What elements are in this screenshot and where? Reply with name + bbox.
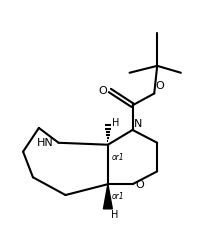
Text: N: N: [134, 119, 142, 129]
Text: or1: or1: [112, 192, 124, 201]
Text: O: O: [155, 81, 164, 91]
Text: H: H: [111, 210, 118, 220]
Text: O: O: [98, 85, 107, 96]
Text: H: H: [112, 118, 119, 128]
Text: or1: or1: [112, 153, 124, 162]
Text: HN: HN: [37, 138, 54, 148]
Polygon shape: [103, 184, 112, 209]
Text: O: O: [136, 180, 144, 190]
